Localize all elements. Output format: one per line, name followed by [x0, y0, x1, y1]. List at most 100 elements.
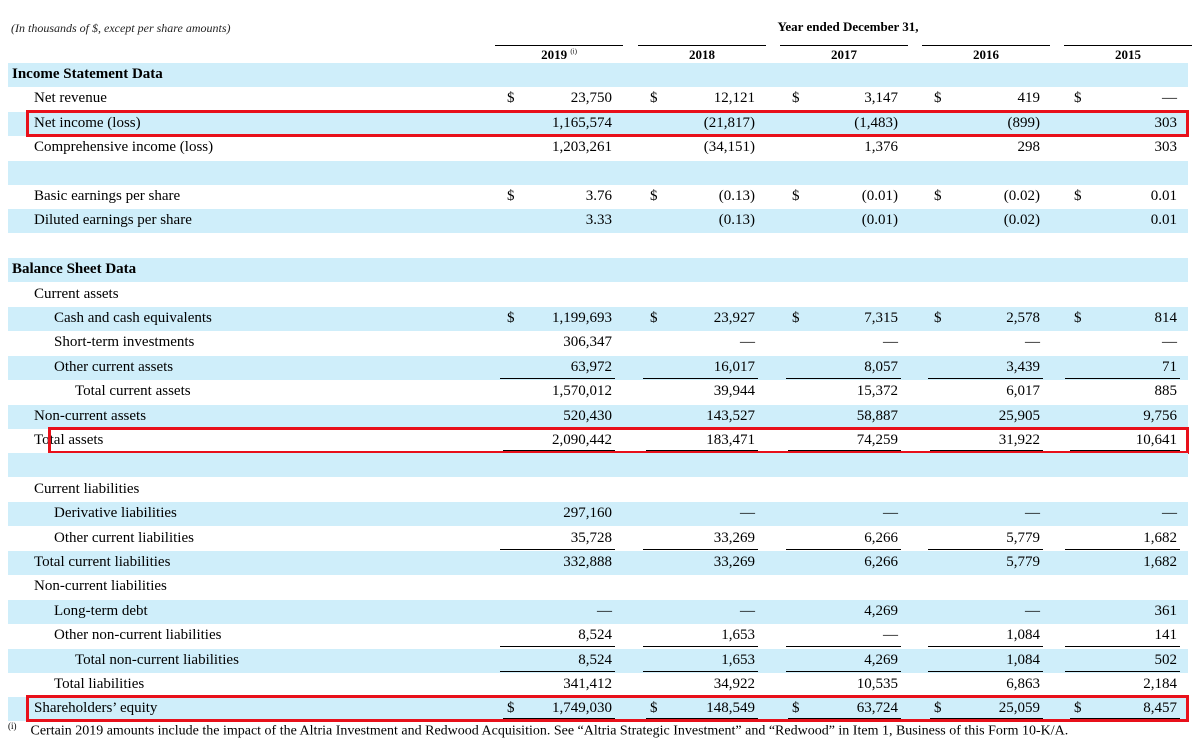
currency-symbol: $	[1074, 310, 1082, 326]
underline	[786, 549, 901, 550]
table-row: Current liabilities	[8, 478, 1188, 502]
cell-2017: 8,057	[864, 359, 898, 375]
row-label: Derivative liabilities	[54, 505, 177, 521]
currency-symbol: $	[934, 188, 942, 204]
table-row: Derivative liabilities 297,160 — — — —	[8, 502, 1188, 526]
cell-2017: 74,259	[856, 432, 898, 448]
cell-2019: 3.76	[585, 188, 612, 204]
currency-symbol: $	[507, 90, 515, 106]
cell-2019: 1,749,030	[552, 700, 612, 716]
row-label: Comprehensive income (loss)	[34, 139, 214, 155]
row-label: Total current assets	[75, 383, 191, 399]
row-label: Diluted earnings per share	[34, 212, 192, 228]
currency-symbol: $	[792, 310, 800, 326]
table-row	[8, 161, 1188, 185]
underline	[643, 427, 758, 428]
cell-2016: 31,922	[998, 432, 1040, 448]
cell-2016: 419	[1017, 90, 1041, 106]
table-row: Other current assets 63,972 16,017 8,057 3,4…	[8, 356, 1188, 380]
underline	[928, 671, 1043, 672]
cell-2018: (0.13)	[718, 188, 755, 204]
cell-2017: (0.01)	[861, 212, 898, 228]
currency-symbol: $	[507, 700, 515, 716]
row-label: Income Statement Data	[12, 66, 163, 82]
underline	[643, 695, 758, 696]
row-label: Other current liabilities	[54, 530, 194, 546]
cell-2018: 1,653	[721, 652, 755, 668]
cell-2016: 3,439	[1006, 359, 1040, 375]
cell-2019: 341,412	[563, 676, 612, 692]
cell-2019: 306,347	[563, 334, 612, 350]
cell-2017: —	[883, 334, 898, 350]
underline	[500, 427, 615, 428]
underline	[1065, 427, 1180, 428]
row-label: Total assets	[34, 432, 104, 448]
table-row: Total current liabilities 332,888 33,269 6,…	[8, 551, 1188, 575]
table-row: Short-term investments 306,347 — — — —	[8, 331, 1188, 355]
table-row: Net income (loss) 1,165,574 (21,817) (1,483…	[8, 112, 1188, 136]
cell-2015: 0.01	[1150, 188, 1177, 204]
table-caption: (In thousands of $, except per share amo…	[11, 21, 231, 35]
cell-2015: —	[1162, 505, 1177, 521]
cell-2018: 148,549	[706, 700, 755, 716]
currency-symbol: $	[934, 90, 942, 106]
cell-2018: 33,269	[713, 554, 755, 570]
currency-symbol: $	[792, 700, 800, 716]
cell-2019: 1,570,012	[552, 383, 612, 399]
table-row: Current assets	[8, 283, 1188, 307]
cell-2018: 34,922	[713, 676, 755, 692]
cell-2018: 39,944	[713, 383, 755, 399]
table-row: Total assets 2,090,442 183,471 74,259 31,922…	[8, 429, 1188, 453]
cell-2019: 1,165,574	[552, 115, 612, 131]
cell-2017: (1,483)	[854, 115, 898, 131]
currency-symbol: $	[1074, 90, 1082, 106]
underline	[786, 671, 901, 672]
cell-2018: 183,471	[706, 432, 755, 448]
cell-2018: 16,017	[713, 359, 755, 375]
underline	[500, 671, 615, 672]
cell-2016: 25,059	[998, 700, 1040, 716]
cell-2015: 1,682	[1143, 530, 1177, 546]
cell-2017: 63,724	[856, 700, 898, 716]
currency-symbol: $	[507, 188, 515, 204]
underline	[1065, 549, 1180, 550]
footnote-text: Certain 2019 amounts include the impact …	[30, 723, 1069, 739]
cell-2019: 23,750	[570, 90, 612, 106]
cell-2018: —	[740, 603, 755, 619]
table-row: Total liabilities 341,412 34,922 10,535 6,86…	[8, 673, 1188, 697]
table-row: Net revenue $23,750 $12,121 $3,147 $419 $ —	[8, 87, 1188, 111]
table-row: Income Statement Data	[8, 63, 1188, 87]
underline	[786, 695, 901, 696]
underline	[1065, 671, 1180, 672]
year-note-mark: (i)	[570, 47, 577, 56]
underline	[786, 427, 901, 428]
footnote-mark: (i)	[8, 721, 17, 731]
cell-2017: 58,887	[856, 408, 898, 424]
cell-2019: 520,430	[563, 408, 612, 424]
cell-2016: (0.02)	[1003, 212, 1040, 228]
cell-2019: 35,728	[570, 530, 612, 546]
cell-2015: 2,184	[1143, 676, 1177, 692]
cell-2015: 303	[1154, 139, 1178, 155]
row-label: Other non-current liabilities	[54, 627, 222, 643]
table-row: Long-term debt — — 4,269 — 361	[8, 600, 1188, 624]
currency-symbol: $	[934, 700, 942, 716]
table-row: Total current assets 1,570,012 39,944 15,37…	[8, 380, 1188, 404]
underline	[928, 427, 1043, 428]
underline	[1065, 695, 1180, 696]
row-label: Basic earnings per share	[34, 188, 181, 204]
row-label: Net income (loss)	[34, 115, 141, 131]
table-row: Cash and cash equivalents $1,199,693 $23,9…	[8, 307, 1188, 331]
currency-symbol: $	[934, 310, 942, 326]
cell-2015: 885	[1154, 383, 1178, 399]
cell-2019: 3.33	[585, 212, 612, 228]
footnote: (i) Certain 2019 amounts include the impa…	[8, 721, 1193, 740]
underline	[500, 695, 615, 696]
row-label: Cash and cash equivalents	[54, 310, 212, 326]
underline	[500, 646, 615, 647]
cell-2019: 8,524	[578, 627, 612, 643]
cell-2016: —	[1025, 505, 1040, 521]
year-ended-heading: Year ended December 31,	[777, 19, 919, 34]
row-label: Total current liabilities	[34, 554, 171, 570]
cell-2015: —	[1162, 90, 1177, 106]
